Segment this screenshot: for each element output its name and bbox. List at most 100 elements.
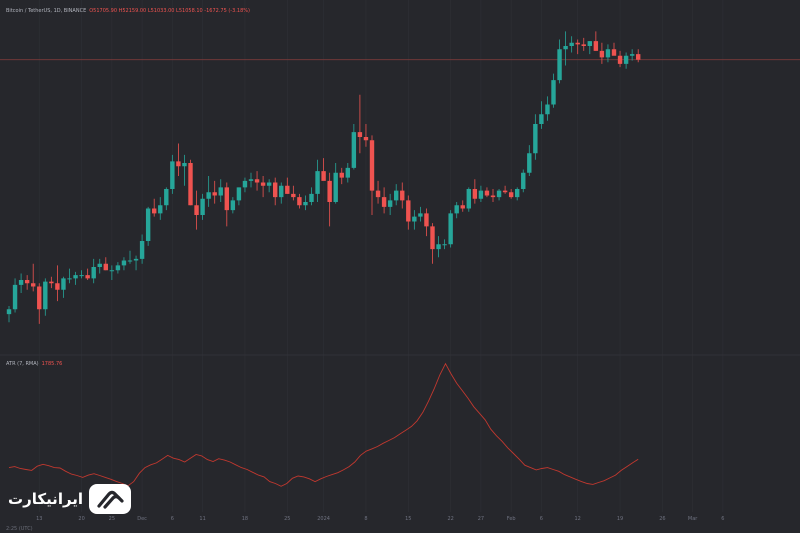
- candle-body: [164, 189, 169, 206]
- x-tick-label: 6: [721, 516, 724, 522]
- candle-body: [466, 189, 471, 209]
- candle-body: [636, 54, 641, 60]
- candle-body: [170, 161, 175, 189]
- candle-body: [593, 41, 599, 51]
- x-tick-label: 15: [405, 516, 411, 522]
- candle-body: [273, 182, 278, 198]
- candle-body: [236, 187, 242, 201]
- candle-body: [527, 153, 532, 173]
- candle-body: [6, 309, 12, 315]
- x-tick-label: 27: [478, 516, 484, 522]
- grid-lines: [38, 0, 724, 512]
- candle-body: [303, 202, 308, 206]
- candle-body: [230, 200, 236, 211]
- atr-label: ATR (7, RMA): [6, 361, 39, 367]
- candle-body: [599, 50, 605, 58]
- atr-value: 1785.76: [41, 361, 63, 367]
- candle-body: [496, 190, 502, 198]
- candle-body: [551, 80, 556, 105]
- symbol-legend: Bitcoin / TetherUS, 1D, BINANCE O51705.90…: [6, 8, 250, 15]
- candle-body: [315, 171, 320, 194]
- candle-body: [279, 185, 284, 198]
- candle-body: [285, 185, 290, 194]
- candle-body: [31, 283, 36, 287]
- candle-body: [248, 179, 254, 181]
- candle-body: [206, 192, 211, 199]
- candle-body: [24, 280, 30, 284]
- candle-body: [176, 161, 181, 167]
- candle-body: [242, 180, 248, 188]
- candle-body: [563, 46, 568, 50]
- candle-body: [454, 205, 459, 214]
- candle-body: [430, 226, 435, 250]
- x-tick-label: 11: [199, 516, 205, 522]
- candle-body: [297, 197, 302, 206]
- candle-body: [436, 244, 441, 250]
- candle-body: [357, 132, 363, 137]
- candle-body: [617, 55, 623, 64]
- candle-body: [375, 190, 381, 198]
- x-tick-label: 26: [659, 516, 665, 522]
- candle-body: [182, 163, 187, 167]
- x-tick-label: 25: [109, 516, 115, 522]
- candle-body: [158, 205, 163, 214]
- x-tick-label: 18: [242, 516, 248, 522]
- candle-body: [133, 258, 139, 261]
- candle-body: [605, 49, 611, 58]
- candle-body: [394, 190, 399, 201]
- candle-body: [194, 205, 199, 215]
- candle-body: [381, 197, 387, 207]
- candle-body: [623, 55, 629, 64]
- candle-body: [400, 190, 405, 201]
- candle-body: [478, 190, 484, 199]
- candle-body: [121, 260, 127, 266]
- candle-body: [91, 267, 96, 279]
- candle-body: [587, 41, 592, 46]
- candle-body: [139, 241, 145, 259]
- candle-body: [43, 281, 48, 310]
- candle-body: [345, 167, 350, 178]
- candle-body: [260, 182, 266, 186]
- candle-body: [484, 190, 490, 196]
- candle-body: [18, 280, 24, 285]
- candle-body: [73, 275, 78, 279]
- candle-body: [611, 49, 617, 56]
- x-tick-label: 6: [171, 516, 174, 522]
- candle-body: [103, 263, 108, 271]
- utc-clock: 2:25 (UTC): [6, 526, 33, 532]
- candle-body: [412, 216, 417, 222]
- candle-body: [460, 205, 465, 209]
- candle-body: [97, 263, 102, 267]
- candle-body: [152, 208, 157, 214]
- candle-body: [515, 189, 520, 198]
- candle-body: [145, 208, 151, 241]
- candle-body: [521, 172, 526, 189]
- candle-body: [424, 213, 429, 227]
- candle-body: [55, 283, 60, 290]
- candle-body: [309, 193, 314, 202]
- x-tick-label: Dec: [137, 516, 147, 522]
- x-tick-label: 8: [364, 516, 367, 522]
- candle-body: [254, 179, 260, 183]
- candle-body: [502, 190, 508, 193]
- candle-body: [291, 193, 296, 198]
- ohlc-values: O51705.90 H52159.00 L51033.00 L51058.10 …: [89, 8, 250, 14]
- candle-body: [575, 42, 580, 45]
- candle-body: [49, 281, 54, 284]
- candle-body: [200, 198, 205, 215]
- logo-mark-icon: [89, 484, 132, 514]
- candle-body: [363, 137, 369, 141]
- candle-body: [490, 195, 496, 198]
- candle-body: [61, 278, 66, 290]
- candle-body: [339, 172, 344, 178]
- candle-body: [327, 180, 332, 202]
- candle-body: [12, 284, 18, 310]
- candle-body: [387, 200, 393, 207]
- candle-body: [79, 275, 84, 277]
- candle-body: [418, 213, 423, 217]
- candle-body: [266, 182, 272, 186]
- candle-body: [85, 275, 90, 279]
- x-tick-label: 12: [575, 516, 581, 522]
- atr-series-line: [8, 362, 639, 487]
- candles-series: [6, 31, 641, 324]
